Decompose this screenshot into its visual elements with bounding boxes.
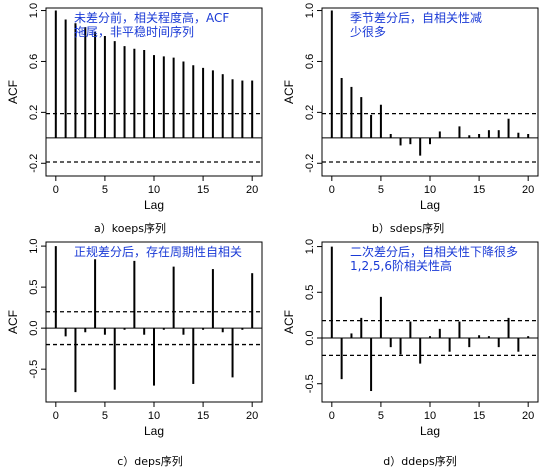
annotation-text: 正规差分后，存在周期性自相关 <box>74 244 242 259</box>
x-axis-label: Lag <box>420 424 440 438</box>
x-tick-label: 15 <box>197 410 209 422</box>
x-tick-label: 20 <box>522 184 534 196</box>
y-tick-label: 0.2 <box>28 105 40 120</box>
panel-caption: a）koeps序列 <box>94 221 166 235</box>
y-tick-label: 0.6 <box>304 54 316 69</box>
x-tick-label: 5 <box>102 410 108 422</box>
x-axis-label: Lag <box>420 198 440 212</box>
y-axis-label: ACF <box>6 80 20 104</box>
annotation-text: 二次差分后，自相关性下降很多 <box>350 245 518 259</box>
y-tick-label: -0.5 <box>28 360 40 379</box>
annotation-text: 1,2,5,6阶相关性高 <box>350 258 452 273</box>
y-axis-label: ACF <box>282 310 296 334</box>
x-tick-label: 10 <box>148 410 160 422</box>
y-tick-label: 0.2 <box>304 105 316 120</box>
y-tick-label: -0.2 <box>304 154 316 173</box>
x-tick-label: 5 <box>102 184 108 196</box>
y-tick-label: 1.0 <box>304 239 316 254</box>
annotation-text: 未差分前，相关程度高，ACF <box>74 10 229 25</box>
x-tick-label: 0 <box>329 184 335 196</box>
y-axis-label: ACF <box>6 310 20 334</box>
x-tick-label: 10 <box>424 184 436 196</box>
y-tick-label: 1.0 <box>28 238 40 253</box>
acf-panel-1: 0 5 10 15 20 -0.2 0.2 0.6 1.0 Lag ACF a）koeps序列 未差分前… <box>6 3 263 235</box>
y-axis-label: ACF <box>282 80 296 104</box>
x-tick-label: 15 <box>197 184 209 196</box>
acf-panel-3: 0 5 10 15 20 -0.5 0.0 0.5 1.0 Lag ACF c）deps序列 正规差分后… <box>6 238 263 468</box>
panel-caption: b）sdeps序列 <box>372 221 444 235</box>
x-tick-label: 5 <box>378 410 384 422</box>
y-tick-label: 1.0 <box>304 3 316 18</box>
x-tick-label: 20 <box>246 184 258 196</box>
x-axis-label: Lag <box>144 198 164 212</box>
x-tick-label: 10 <box>148 184 160 196</box>
acf-panel-4: 0 5 10 15 20 -0.5 0.0 0.5 1.0 Lag ACF d）ddeps序列 二次差分… <box>282 239 539 468</box>
annotation-text: 季节差分后，自相关性减 <box>350 11 482 25</box>
x-tick-label: 0 <box>329 410 335 422</box>
x-tick-label: 0 <box>53 184 59 196</box>
panel-caption: c）deps序列 <box>117 454 183 468</box>
y-tick-label: 0.0 <box>28 321 40 336</box>
x-tick-label: 20 <box>246 410 258 422</box>
x-tick-label: 20 <box>522 410 534 422</box>
x-tick-label: 15 <box>473 410 485 422</box>
x-tick-label: 10 <box>424 410 436 422</box>
x-axis-label: Lag <box>144 424 164 438</box>
x-tick-label: 15 <box>473 184 485 196</box>
y-tick-label: 0.5 <box>304 285 316 300</box>
y-tick-label: 1.0 <box>28 3 40 18</box>
y-tick-label: 0.6 <box>28 54 40 69</box>
annotation-text: 拖尾，非平稳时间序列 <box>74 24 194 39</box>
annotation-text: 少很多 <box>350 25 386 39</box>
y-tick-label: 0.0 <box>304 330 316 345</box>
acf-panel-2: 0 5 10 15 20 -0.2 0.2 0.6 1.0 Lag ACF b）sdeps序列 季节差分… <box>282 3 539 235</box>
y-tick-label: -0.5 <box>304 374 316 393</box>
x-tick-label: 0 <box>53 410 59 422</box>
x-tick-label: 5 <box>378 184 384 196</box>
panel-caption: d）ddeps序列 <box>383 454 456 468</box>
y-tick-label: 0.5 <box>28 279 40 294</box>
y-tick-label: -0.2 <box>28 154 40 173</box>
